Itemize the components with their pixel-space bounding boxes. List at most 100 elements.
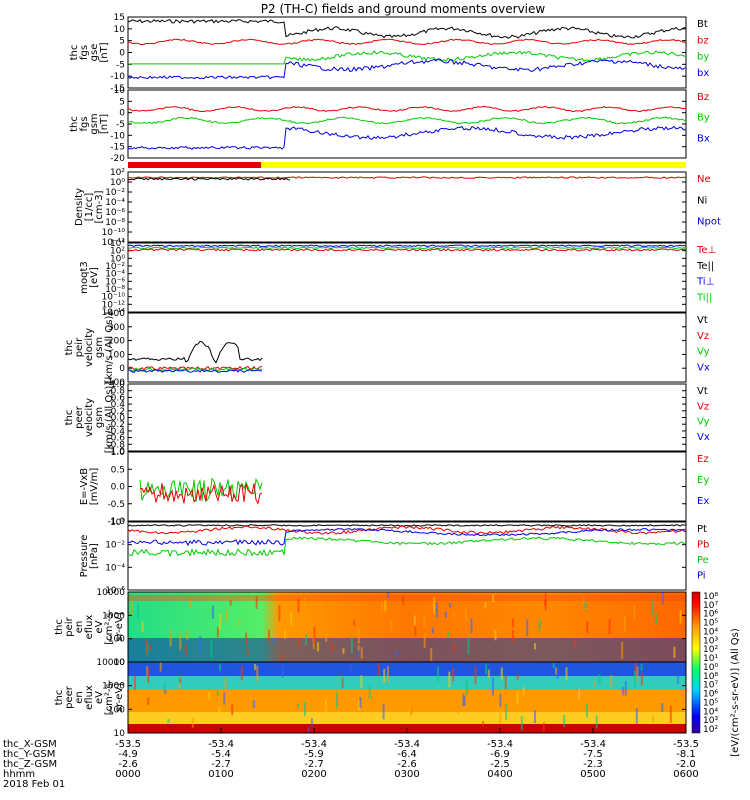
panel-frame [127, 312, 687, 383]
spectrogram-streak [542, 722, 545, 732]
y-axis-label: [cm²-s- [104, 609, 115, 645]
panel-region-bar [128, 162, 686, 168]
y-tick-label: 100 [108, 350, 125, 360]
y-tick-label: 1000 [102, 611, 125, 621]
legend-Te: Te|| [696, 261, 714, 272]
xaxis-value: -8.1 [676, 749, 696, 760]
spectrogram-streak [552, 663, 555, 669]
y-axis-label: thc [69, 116, 80, 132]
spectrogram-streak [445, 611, 447, 618]
spectrogram-streak [598, 674, 601, 684]
xaxis-value: -53.4 [394, 739, 420, 750]
spectrogram-streak [610, 675, 613, 688]
spectrogram-streak [199, 635, 202, 653]
spectrogram-streak [229, 600, 232, 606]
spectrogram-streak [179, 632, 182, 651]
spectrogram-streak [336, 692, 338, 708]
date-label: 2018 Feb 01 [3, 779, 65, 790]
trace-Pt [127, 524, 687, 527]
legend-By: By [697, 113, 710, 124]
y-axis-label: thc [69, 45, 80, 61]
spectrogram-streak [621, 642, 624, 659]
y-axis-label: [nPa] [89, 543, 100, 569]
colorbar [691, 591, 701, 734]
y-tick-label: 10⁻⁶ [105, 277, 125, 287]
spectrogram-streak [359, 697, 362, 708]
legend-Bx: Bx [697, 133, 710, 144]
spectrogram-streak [677, 674, 679, 684]
spectrogram-streak [435, 602, 438, 618]
y-tick-label: 10⁻⁴ [105, 563, 125, 573]
spectrogram-streak [384, 600, 387, 611]
spectrogram-streak [281, 665, 284, 678]
panel-electron-velocity: 1.00.80.60.40.20.0-0.2-0.4-0.6-0.8-1.0th… [64, 380, 687, 457]
spectrogram-streak [141, 621, 144, 633]
trace-Pb [127, 525, 687, 535]
y-tick-label: 15 [114, 13, 125, 23]
spectrogram-streak [358, 700, 360, 711]
spectrogram-streak [167, 719, 170, 724]
spectrogram-streak [310, 718, 313, 727]
colorbar-tick-label: 10¹ [703, 654, 718, 664]
spectrogram-streak [402, 595, 405, 605]
legend-Ey: Ey [697, 475, 709, 486]
spectrogram-streak [224, 677, 227, 693]
spectrogram-streak [255, 596, 258, 609]
colorbar-tick-label: 10⁰ [703, 663, 718, 673]
spectrogram-streak [330, 642, 333, 652]
xaxis-value: -2.6 [118, 759, 138, 770]
spectrogram-streak [357, 645, 360, 651]
spectrogram-streak [390, 618, 393, 632]
y-tick-label: 10⁰ [110, 178, 125, 188]
y-axis-label: sr-eV] [114, 683, 125, 712]
spectrogram-streak [218, 707, 221, 716]
spectrogram-streak [492, 594, 495, 603]
spectrogram-streak [312, 638, 315, 650]
y-axis-label: [1/cc] [84, 193, 95, 222]
y-tick-label: -10 [110, 72, 125, 82]
spectrogram-streak [381, 602, 384, 613]
spectrogram-streak [216, 627, 219, 638]
spectrogram-streak [324, 699, 327, 713]
spectrogram-streak [137, 603, 139, 619]
legend-Npot: Npot [697, 217, 721, 228]
xaxis-row-label: thc_X-GSM [3, 739, 57, 750]
spectrogram-streak [634, 662, 637, 677]
xaxis-value: -2.0 [676, 759, 696, 770]
spectrogram-streak [485, 663, 487, 674]
y-tick-label: 10⁻² [105, 541, 125, 551]
legend-Ti: Ti|| [696, 292, 712, 303]
y-axis-label: [km/s (All Qs)] [104, 382, 115, 454]
spectrogram-streak [492, 677, 494, 696]
y-tick-label: 400 [108, 309, 125, 319]
spectrogram-streak [622, 687, 625, 696]
legend-Pe: Pe [697, 555, 709, 566]
y-tick-label: -100 [105, 378, 126, 388]
spectrogram-streak [284, 630, 287, 639]
region-bar-yellow [261, 162, 686, 168]
spectrogram-streak [430, 648, 433, 661]
y-axis-label: en [74, 621, 85, 634]
spectrogram-streak [474, 666, 477, 685]
ion-spectrogram-lowband [128, 638, 686, 662]
y-tick-label: 10⁻² [105, 188, 125, 198]
y-tick-label: 10⁻¹⁴ [102, 308, 126, 318]
y-tick-label: 10⁻⁴ [105, 270, 125, 280]
y-axis-label: gsm [94, 407, 105, 428]
spectrogram-streak [538, 619, 541, 631]
legend-Vz: Vz [697, 331, 709, 342]
spectrogram-streak [654, 613, 657, 625]
spectrogram-streak [555, 667, 557, 675]
xaxis-value: -4.9 [118, 749, 138, 760]
ion-spectrogram-highband [128, 595, 686, 601]
xaxis-value: -2.7 [211, 759, 231, 770]
spectrogram-streak [313, 626, 316, 644]
spectrogram-streak [633, 605, 636, 619]
y-tick-label: 5 [119, 97, 125, 107]
legend-Ez: Ez [697, 454, 709, 465]
spectrogram-streak [382, 703, 385, 720]
y-axis-label: fgs [79, 45, 90, 60]
xaxis-row-label: thc_Y-GSM [3, 749, 55, 760]
spectrogram-streak [130, 600, 133, 616]
spectrogram-streak [303, 701, 306, 716]
